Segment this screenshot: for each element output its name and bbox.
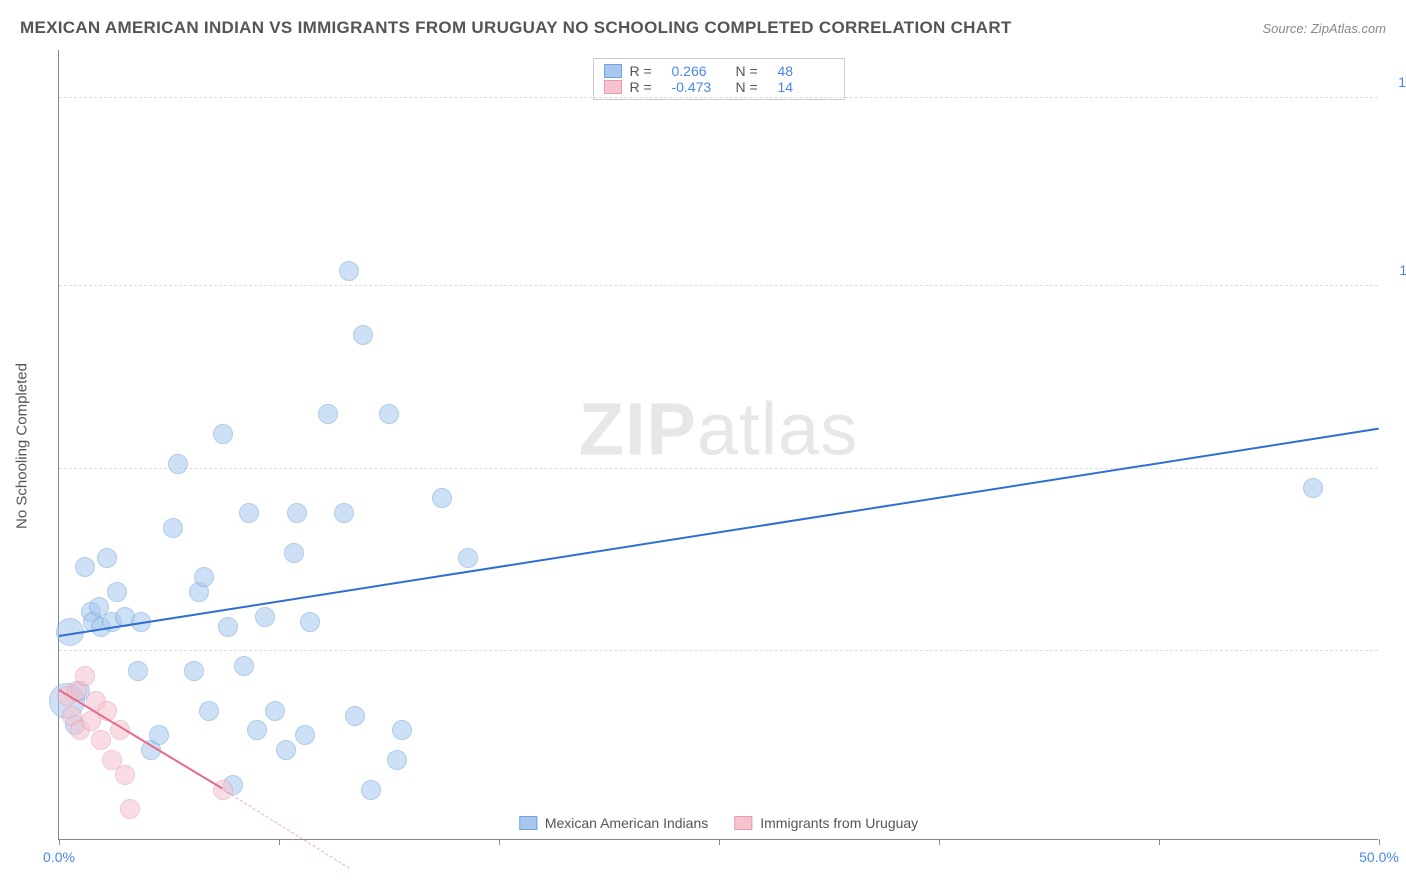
- swatch-icon: [519, 816, 537, 830]
- data-point: [75, 666, 95, 686]
- gridline: [59, 468, 1378, 469]
- swatch-icon: [604, 80, 622, 94]
- legend-row: R = 0.266 N = 48: [604, 63, 834, 79]
- series-legend: Mexican American Indians Immigrants from…: [519, 815, 918, 831]
- x-tick: [1159, 839, 1160, 845]
- data-point: [295, 725, 315, 745]
- legend-item: Mexican American Indians: [519, 815, 708, 831]
- legend-item: Immigrants from Uruguay: [734, 815, 918, 831]
- data-point: [392, 720, 412, 740]
- data-point: [168, 454, 188, 474]
- x-tick: [719, 839, 720, 845]
- x-tick-label: 0.0%: [43, 849, 75, 865]
- data-point: [247, 720, 267, 740]
- data-point: [353, 325, 373, 345]
- swatch-icon: [604, 64, 622, 78]
- data-point: [199, 701, 219, 721]
- data-point: [149, 725, 169, 745]
- data-point: [234, 656, 254, 676]
- y-tick-label: 7.5%: [1383, 445, 1406, 461]
- trend-line: [222, 789, 349, 869]
- legend-label: Mexican American Indians: [545, 815, 708, 831]
- y-tick-label: 3.8%: [1383, 627, 1406, 643]
- data-point: [1303, 478, 1323, 498]
- n-label: N =: [736, 63, 770, 79]
- gridline: [59, 97, 1378, 98]
- legend-label: Immigrants from Uruguay: [760, 815, 918, 831]
- gridline: [59, 650, 1378, 651]
- data-point: [387, 750, 407, 770]
- data-point: [120, 799, 140, 819]
- y-axis-title: No Schooling Completed: [14, 363, 31, 529]
- chart-title: MEXICAN AMERICAN INDIAN VS IMMIGRANTS FR…: [20, 18, 1012, 38]
- data-point: [379, 404, 399, 424]
- data-point: [287, 503, 307, 523]
- x-tick: [499, 839, 500, 845]
- n-label: N =: [736, 79, 770, 95]
- data-point: [97, 548, 117, 568]
- n-value: 14: [778, 79, 834, 95]
- data-point: [300, 612, 320, 632]
- data-point: [115, 765, 135, 785]
- y-tick-label: 15.0%: [1383, 74, 1406, 90]
- n-value: 48: [778, 63, 834, 79]
- data-point: [75, 557, 95, 577]
- data-point: [218, 617, 238, 637]
- x-tick: [939, 839, 940, 845]
- x-tick-label: 50.0%: [1359, 849, 1399, 865]
- data-point: [107, 582, 127, 602]
- r-value: 0.266: [672, 63, 728, 79]
- data-point: [255, 607, 275, 627]
- r-label: R =: [630, 79, 664, 95]
- data-point: [194, 567, 214, 587]
- title-bar: MEXICAN AMERICAN INDIAN VS IMMIGRANTS FR…: [20, 18, 1386, 38]
- data-point: [361, 780, 381, 800]
- watermark: ZIPatlas: [579, 386, 858, 471]
- scatter-plot: ZIPatlas R = 0.266 N = 48 R = -0.473 N =…: [58, 50, 1378, 840]
- data-point: [345, 706, 365, 726]
- data-point: [265, 701, 285, 721]
- correlation-legend: R = 0.266 N = 48 R = -0.473 N = 14: [593, 58, 845, 100]
- source-label: Source: ZipAtlas.com: [1262, 21, 1386, 36]
- x-tick: [59, 839, 60, 845]
- data-point: [184, 661, 204, 681]
- swatch-icon: [734, 816, 752, 830]
- gridline: [59, 285, 1378, 286]
- r-label: R =: [630, 63, 664, 79]
- data-point: [276, 740, 296, 760]
- data-point: [458, 548, 478, 568]
- x-tick: [279, 839, 280, 845]
- x-tick: [1379, 839, 1380, 845]
- legend-row: R = -0.473 N = 14: [604, 79, 834, 95]
- data-point: [163, 518, 183, 538]
- data-point: [284, 543, 304, 563]
- data-point: [239, 503, 259, 523]
- data-point: [318, 404, 338, 424]
- trend-line: [59, 427, 1379, 636]
- data-point: [334, 503, 354, 523]
- data-point: [213, 424, 233, 444]
- data-point: [432, 488, 452, 508]
- data-point: [339, 261, 359, 281]
- y-tick-label: 11.2%: [1383, 262, 1406, 278]
- r-value: -0.473: [672, 79, 728, 95]
- data-point: [128, 661, 148, 681]
- data-point: [91, 730, 111, 750]
